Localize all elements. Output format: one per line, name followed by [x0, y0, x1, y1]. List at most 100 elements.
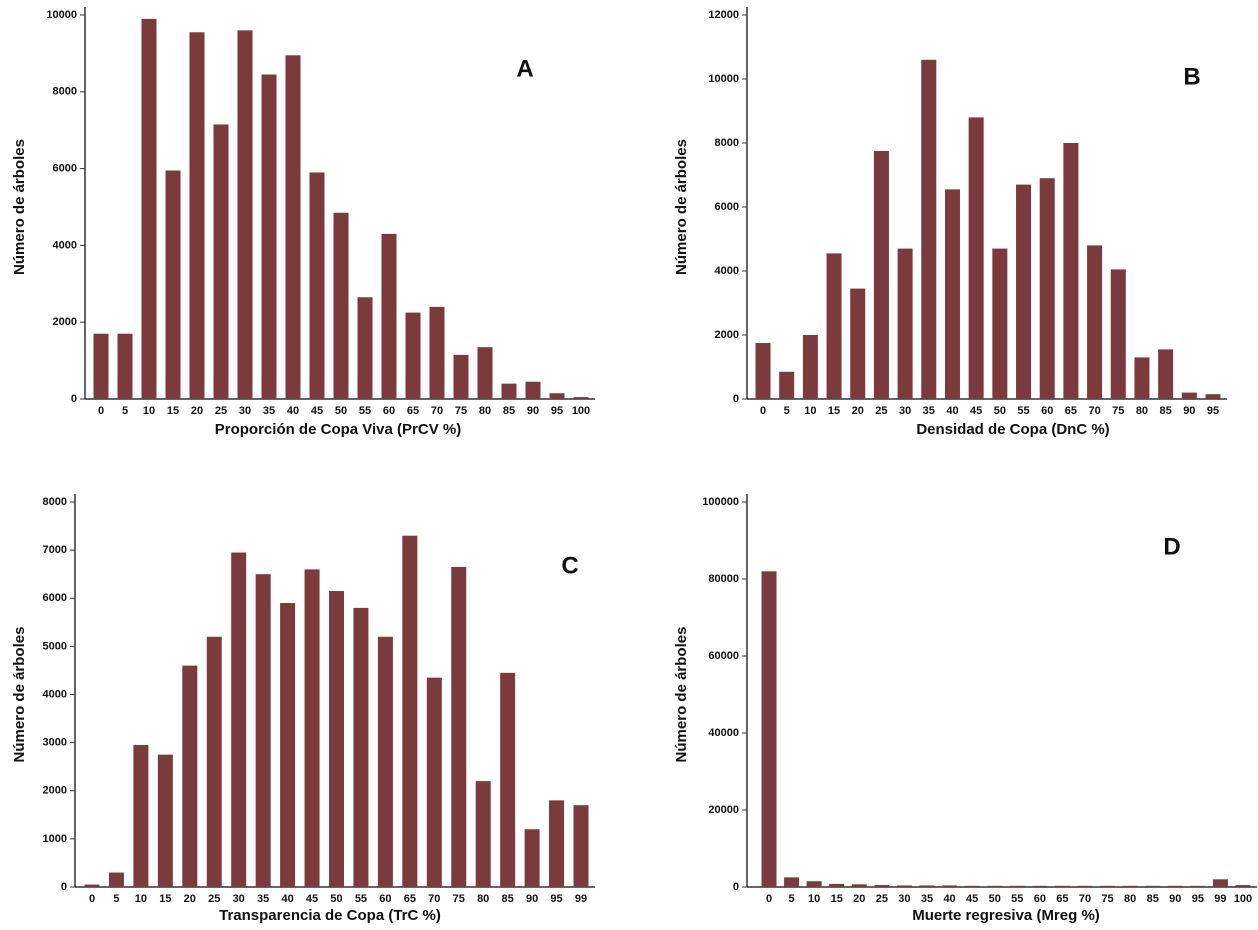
- y-tick-label: 0: [733, 881, 739, 893]
- x-tick-label: 5: [789, 893, 795, 905]
- bar: [213, 124, 229, 399]
- bar: [309, 172, 325, 399]
- bar: [1087, 245, 1103, 399]
- x-tick-label: 10: [135, 893, 147, 905]
- bar: [942, 885, 958, 887]
- x-tick-label: 40: [281, 893, 293, 905]
- bar: [451, 566, 467, 887]
- x-tick-label: 60: [1034, 893, 1046, 905]
- bar: [353, 607, 369, 887]
- x-tick-label: 5: [122, 405, 128, 417]
- y-tick-label: 0: [61, 881, 67, 893]
- x-tick-label: 5: [784, 405, 790, 417]
- bar: [333, 212, 349, 399]
- y-tick-label: 20000: [708, 804, 739, 816]
- x-tick-label: 50: [335, 405, 347, 417]
- bar: [1158, 349, 1174, 399]
- bar: [189, 32, 205, 399]
- bar: [381, 233, 397, 399]
- x-tick-label: 65: [404, 893, 416, 905]
- bar: [108, 872, 124, 887]
- x-axis-label: Muerte regresiva (Mreg %): [912, 907, 1100, 924]
- x-tick-label: 10: [804, 405, 816, 417]
- bar: [141, 18, 157, 400]
- x-tick-label: 30: [899, 405, 911, 417]
- x-tick-label: 45: [311, 405, 323, 417]
- bar: [206, 636, 222, 887]
- bar: [826, 253, 842, 399]
- x-tick-label: 20: [191, 405, 203, 417]
- bar: [231, 552, 247, 887]
- x-tick-label: 55: [355, 893, 367, 905]
- x-tick-label: 15: [828, 405, 840, 417]
- y-tick-label: 8000: [43, 496, 67, 508]
- x-tick-label: 99: [1214, 893, 1226, 905]
- x-tick-label: 30: [898, 893, 910, 905]
- x-tick-label: 50: [330, 893, 342, 905]
- x-tick-label: 70: [1088, 405, 1100, 417]
- x-tick-label: 95: [550, 893, 562, 905]
- x-tick-label: 60: [383, 405, 395, 417]
- x-tick-label: 25: [215, 405, 227, 417]
- y-tick-label: 4000: [43, 688, 67, 700]
- bar: [377, 636, 393, 887]
- x-tick-label: 45: [306, 893, 318, 905]
- y-tick-label: 8000: [715, 137, 739, 149]
- bar: [549, 393, 565, 399]
- x-tick-label: 99: [575, 893, 587, 905]
- x-tick-label: 35: [923, 405, 935, 417]
- x-tick-label: 15: [831, 893, 843, 905]
- x-tick-label: 25: [208, 893, 220, 905]
- x-tick-label: 40: [287, 405, 299, 417]
- x-tick-label: 80: [479, 405, 491, 417]
- bar: [573, 805, 589, 887]
- bar: [987, 885, 1003, 887]
- bar: [573, 397, 589, 399]
- x-tick-label: 85: [1147, 893, 1159, 905]
- y-axis-label: Número de árboles: [11, 627, 28, 763]
- bar: [549, 800, 565, 887]
- bar: [501, 383, 517, 399]
- x-tick-label: 75: [455, 405, 467, 417]
- x-tick-label: 65: [1056, 893, 1068, 905]
- bar: [429, 306, 445, 399]
- bar: [237, 30, 253, 400]
- bar: [779, 371, 795, 399]
- bar: [525, 381, 541, 399]
- bar: [1009, 885, 1025, 887]
- x-tick-label: 75: [1101, 893, 1113, 905]
- bar: [477, 347, 493, 399]
- x-tick-label: 10: [143, 405, 155, 417]
- x-tick-label: 55: [1011, 893, 1023, 905]
- bar: [500, 672, 516, 887]
- x-tick-label: 35: [263, 405, 275, 417]
- x-tick-label: 5: [113, 893, 119, 905]
- y-tick-label: 10000: [46, 9, 77, 21]
- x-tick-label: 80: [1124, 893, 1136, 905]
- bar: [802, 335, 818, 399]
- bar: [829, 883, 845, 887]
- bar: [850, 288, 866, 399]
- y-axis-label: Número de árboles: [11, 139, 28, 275]
- bar: [1032, 885, 1048, 887]
- bar: [524, 829, 540, 887]
- bar: [475, 781, 491, 887]
- x-tick-label: 70: [428, 893, 440, 905]
- x-tick-label: 85: [502, 893, 514, 905]
- y-tick-label: 2000: [715, 329, 739, 341]
- bar: [255, 574, 271, 887]
- bar: [919, 885, 935, 887]
- bar: [1100, 885, 1116, 887]
- bar: [1122, 885, 1138, 887]
- y-tick-label: 6000: [53, 163, 77, 175]
- bar: [896, 885, 912, 887]
- x-tick-label: 65: [1065, 405, 1077, 417]
- bar: [133, 745, 149, 887]
- x-tick-label: 35: [257, 893, 269, 905]
- y-tick-label: 7000: [43, 544, 67, 556]
- x-tick-label: 60: [379, 893, 391, 905]
- x-tick-label: 100: [1234, 893, 1252, 905]
- bar: [1054, 885, 1070, 887]
- bar: [1145, 885, 1161, 887]
